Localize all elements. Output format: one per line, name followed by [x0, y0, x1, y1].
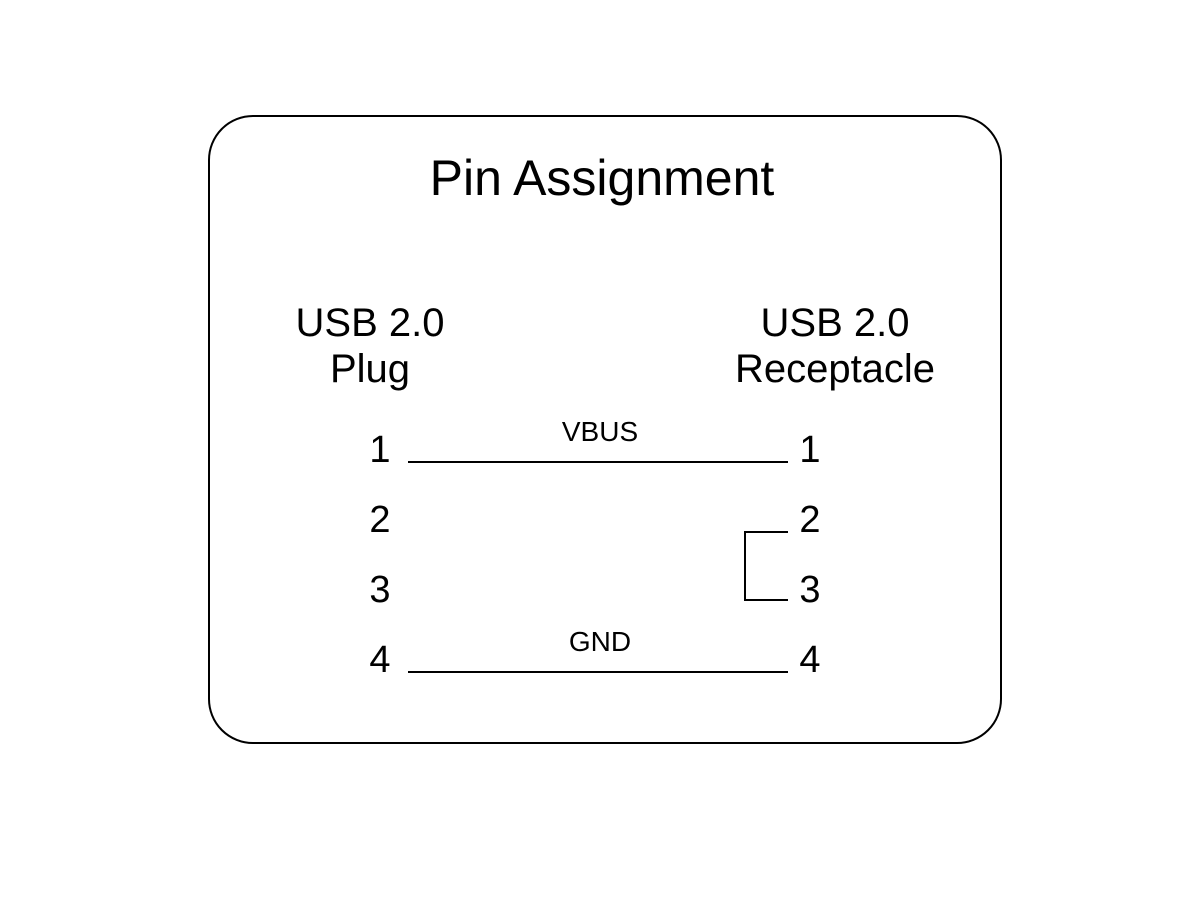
header-right-line2: Receptacle [735, 346, 935, 392]
pin-right-3: 3 [799, 569, 820, 613]
pin-left-4: 4 [369, 639, 390, 683]
signal-label-vbus: VBUS [562, 416, 638, 448]
pin-left-3: 3 [369, 569, 390, 613]
pin-left-2: 2 [369, 499, 390, 543]
signal-label-gnd: GND [569, 626, 631, 658]
header-right-line1: USB 2.0 [761, 300, 910, 346]
header-left-line2: Plug [330, 346, 410, 392]
pin-right-2: 2 [799, 499, 820, 543]
pin-right-1: 1 [799, 429, 820, 473]
pin-left-1: 1 [369, 429, 390, 473]
diagram-canvas: Pin Assignment USB 2.0 Plug USB 2.0 Rece… [0, 0, 1200, 900]
pin-right-4: 4 [799, 639, 820, 683]
diagram-title: Pin Assignment [430, 150, 775, 208]
header-left-line1: USB 2.0 [296, 300, 445, 346]
